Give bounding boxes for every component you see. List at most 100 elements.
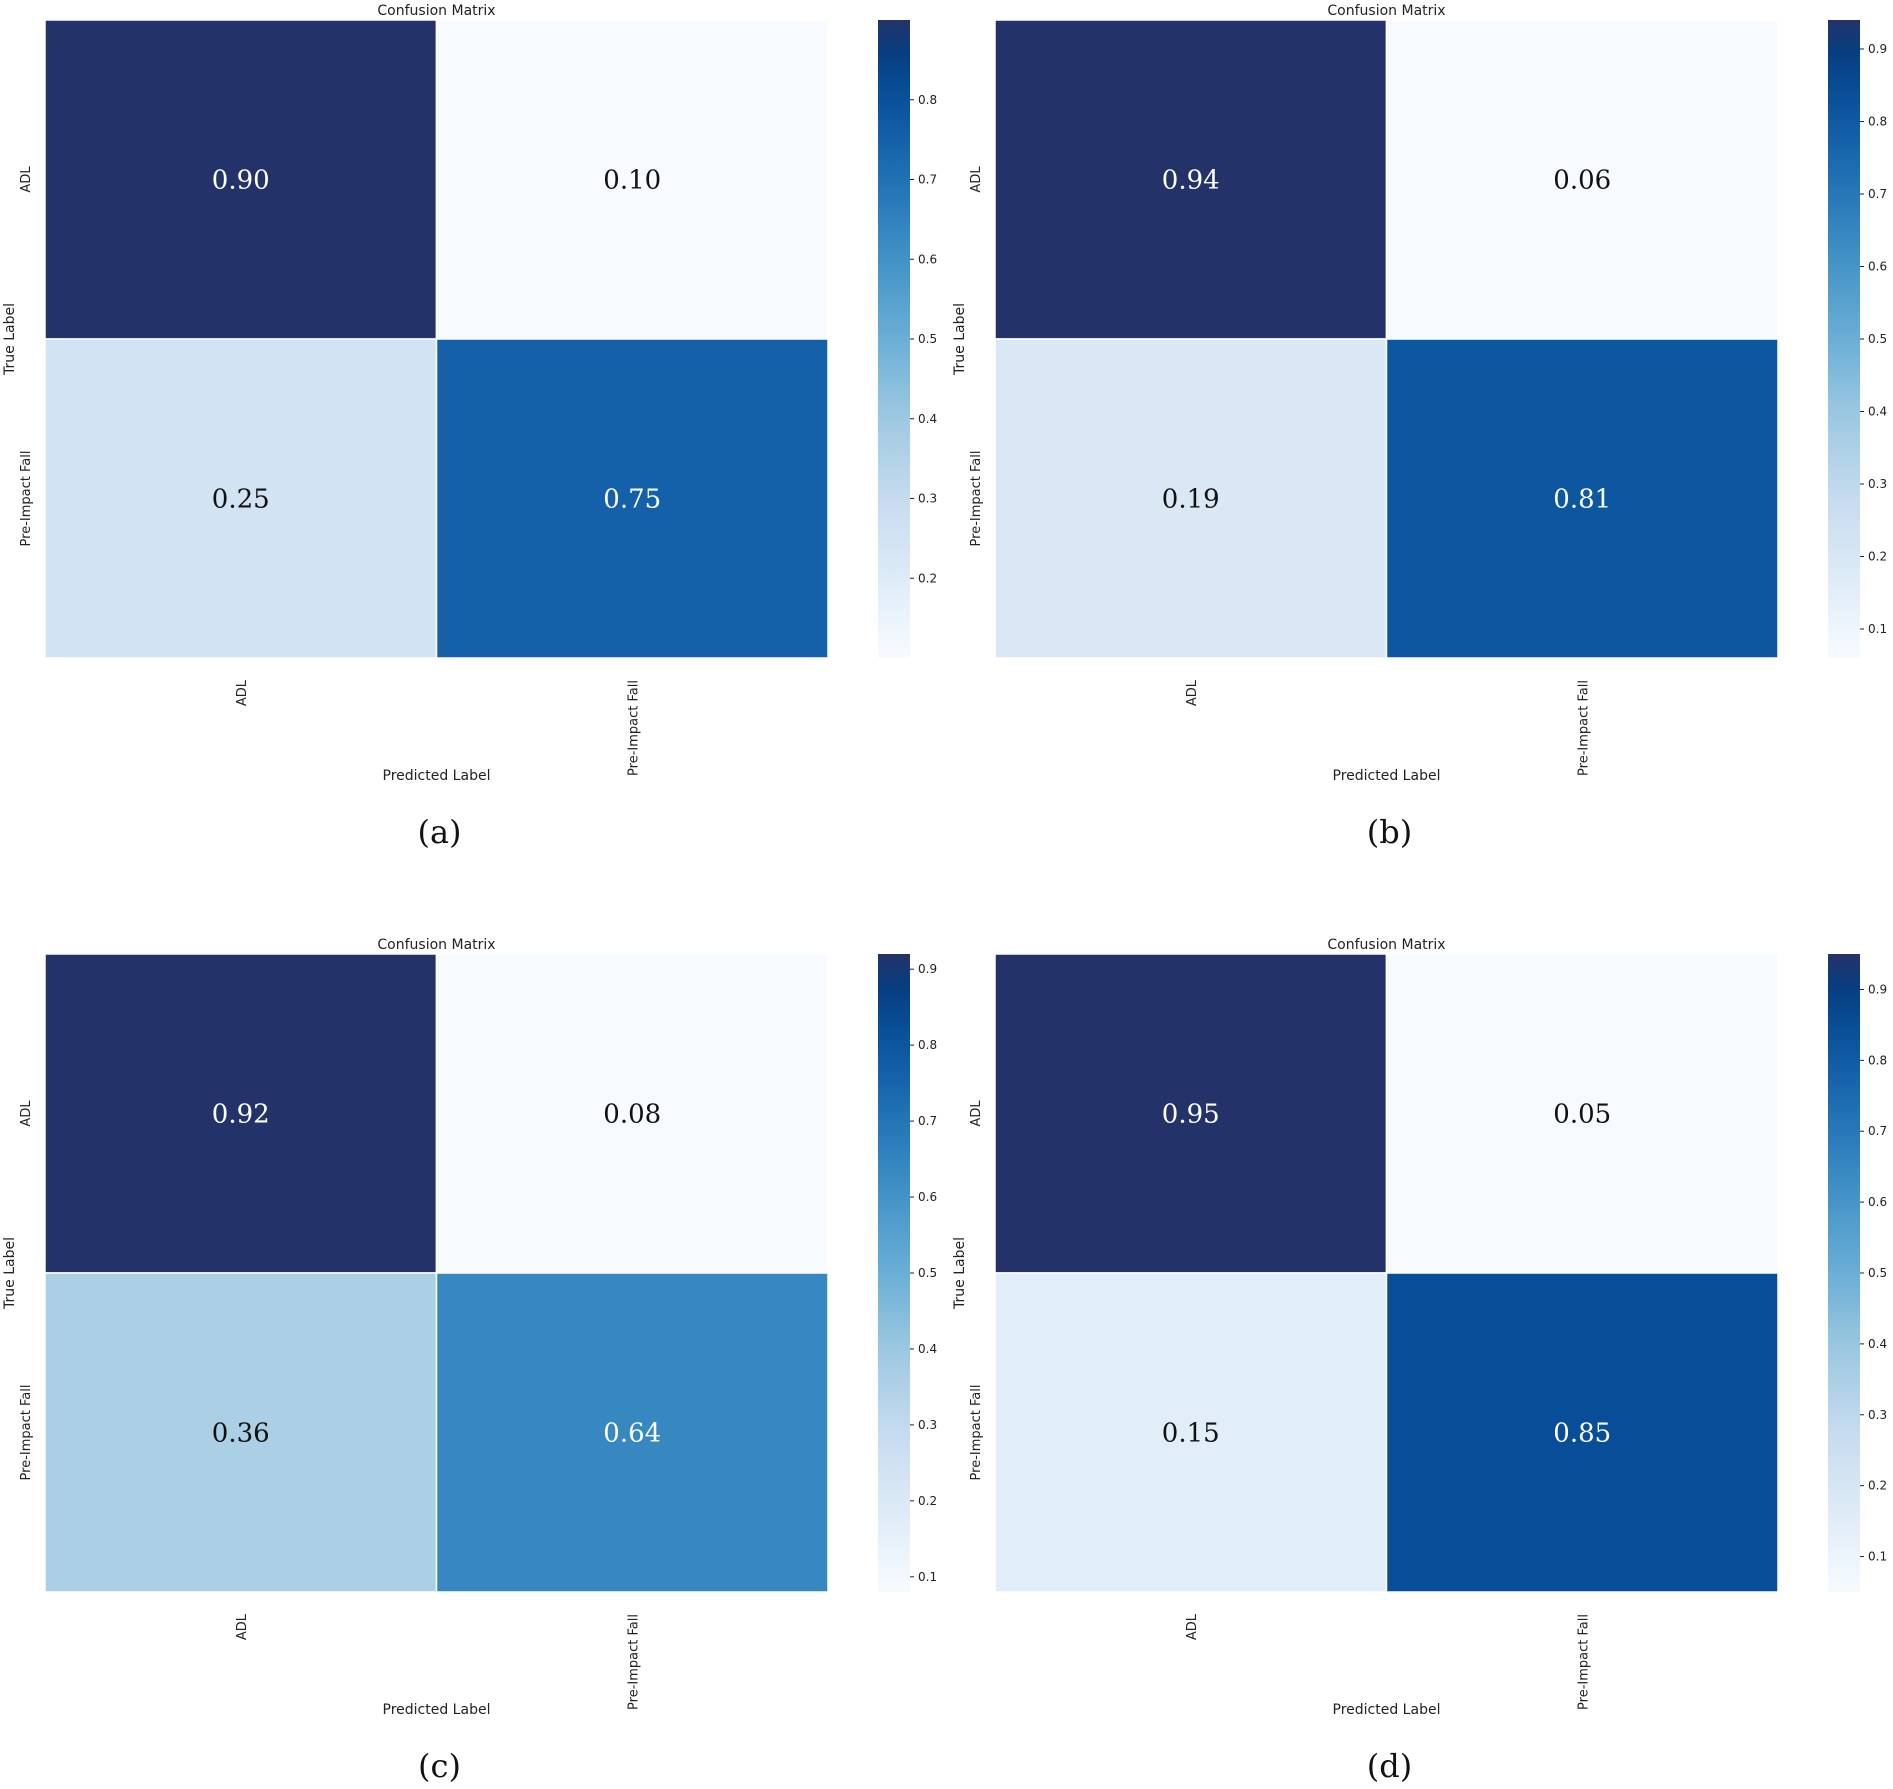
colorbar-tick-label: 0.5: [1868, 1266, 1887, 1280]
colorbar-tick-label: 0.7: [918, 1114, 937, 1128]
panel-label: (d): [1367, 1747, 1412, 1785]
cell-value-label: 0.36: [212, 1419, 270, 1449]
cell-value-label: 0.06: [1553, 166, 1611, 196]
colorbar: [1828, 954, 1860, 1592]
heatmap-cell: [435, 338, 829, 659]
x-axis-label: Predicted Label: [383, 768, 491, 784]
y-axis-label: True Label: [952, 303, 968, 376]
colorbar-tick-label: 0.5: [1868, 332, 1887, 346]
colorbar-tick-label: 0.8: [1868, 115, 1887, 129]
colorbar-tick-label: 0.6: [1868, 260, 1887, 274]
colorbar-tick-label: 0.1: [1868, 622, 1887, 636]
colorbar-tick-label: 0.5: [918, 1266, 937, 1280]
y-tick-label: Pre-Impact Fall: [19, 451, 34, 547]
colorbar-tick-label: 0.8: [1868, 1053, 1887, 1067]
y-axis-label: True Label: [952, 1237, 968, 1310]
heatmap-cell: [44, 19, 438, 340]
colorbar-tick-label: 0.9: [918, 962, 937, 976]
y-axis-label: True Label: [2, 1237, 18, 1310]
colorbar: [878, 954, 910, 1592]
heatmap-cell: [435, 1272, 829, 1593]
cell-value-label: 0.85: [1553, 1419, 1611, 1449]
chart-title: Confusion Matrix: [377, 937, 495, 953]
cell-value-label: 0.10: [603, 166, 661, 196]
colorbar-tick-label: 0.3: [1868, 1408, 1887, 1422]
colorbar-tick-label: 0.2: [1868, 1479, 1887, 1493]
heatmap-cell: [44, 338, 438, 659]
heatmap-cell: [994, 1272, 1388, 1593]
cell-value-label: 0.25: [212, 485, 270, 515]
confusion-matrix-panel-3: Confusion Matrix 0.92 0.08 0.36 0.64 ADL Pre-I…: [2, 937, 937, 1785]
colorbar-tick-label: 0.6: [1868, 1195, 1887, 1209]
panel-label: (c): [418, 1747, 461, 1785]
y-tick-label: Pre-Impact Fall: [19, 1385, 34, 1481]
heatmap-cell: [1385, 338, 1779, 659]
y-tick-label: Pre-Impact Fall: [969, 1385, 984, 1481]
chart-title: Confusion Matrix: [1327, 937, 1445, 953]
cell-value-label: 0.75: [603, 485, 661, 515]
y-tick-label: ADL: [19, 166, 34, 193]
heatmap-cell: [44, 1272, 438, 1593]
x-tick-label: ADL: [235, 1613, 250, 1640]
heatmap-cell: [44, 953, 438, 1274]
x-axis-label: Predicted Label: [1333, 768, 1441, 784]
panel-label: (a): [417, 813, 461, 851]
cell-value-label: 0.94: [1162, 166, 1220, 196]
x-axis-label: Predicted Label: [1333, 1702, 1441, 1718]
colorbar-tick-label: 0.7: [918, 173, 937, 187]
colorbar-tick-label: 0.9: [1868, 982, 1887, 996]
confusion-matrix-panel-4: Confusion Matrix 0.95 0.05 0.15 0.85 ADL Pre-I…: [952, 937, 1887, 1785]
cell-value-label: 0.05: [1553, 1100, 1611, 1130]
colorbar-tick-label: 0.4: [1868, 1337, 1887, 1351]
heatmap-cell: [1385, 19, 1779, 340]
y-tick-label: ADL: [969, 1100, 984, 1127]
heatmap-cell: [994, 338, 1388, 659]
colorbar-tick-label: 0.6: [918, 252, 937, 266]
y-tick-label: ADL: [19, 1100, 34, 1127]
colorbar: [1828, 20, 1860, 658]
chart-title: Confusion Matrix: [377, 3, 495, 19]
x-tick-label: Pre-Impact Fall: [626, 1614, 641, 1710]
panel-label: (b): [1367, 813, 1412, 851]
x-tick-label: Pre-Impact Fall: [626, 680, 641, 776]
colorbar-tick-label: 0.5: [918, 332, 937, 346]
colorbar-tick-label: 0.3: [918, 492, 937, 506]
confusion-matrix-panel-2: Confusion Matrix 0.94 0.06 0.19 0.81 ADL Pre-I…: [952, 3, 1887, 851]
heatmap-cell: [435, 19, 829, 340]
confusion-matrix-panel-1: Confusion Matrix 0.90 0.10 0.25 0.75 ADL Pre-I…: [2, 3, 937, 851]
x-axis-label: Predicted Label: [383, 1702, 491, 1718]
chart-title: Confusion Matrix: [1327, 3, 1445, 19]
colorbar: [878, 20, 910, 658]
y-tick-label: Pre-Impact Fall: [969, 451, 984, 547]
colorbar-tick-label: 0.4: [918, 412, 937, 426]
colorbar-tick-label: 0.3: [918, 1418, 937, 1432]
cell-value-label: 0.81: [1553, 485, 1611, 515]
y-tick-label: ADL: [969, 166, 984, 193]
y-axis-label: True Label: [2, 303, 18, 376]
x-tick-label: ADL: [235, 679, 250, 706]
cell-value-label: 0.90: [212, 166, 270, 196]
x-tick-label: ADL: [1185, 679, 1200, 706]
x-tick-label: Pre-Impact Fall: [1576, 1614, 1591, 1710]
colorbar-tick-label: 0.7: [1868, 1124, 1887, 1138]
colorbar-tick-label: 0.9: [1868, 42, 1887, 56]
colorbar-tick-label: 0.8: [918, 93, 937, 107]
heatmap-cell: [994, 19, 1388, 340]
colorbar-tick-label: 0.1: [1868, 1550, 1887, 1564]
heatmap-cell: [435, 953, 829, 1274]
colorbar-tick-label: 0.2: [918, 1494, 937, 1508]
x-tick-label: Pre-Impact Fall: [1576, 680, 1591, 776]
colorbar-tick-label: 0.6: [918, 1190, 937, 1204]
colorbar-tick-label: 0.7: [1868, 187, 1887, 201]
colorbar-tick-label: 0.1: [918, 1570, 937, 1584]
colorbar-tick-label: 0.4: [1868, 405, 1887, 419]
colorbar-tick-label: 0.4: [918, 1342, 937, 1356]
heatmap-cell: [1385, 953, 1779, 1274]
cell-value-label: 0.15: [1162, 1419, 1220, 1449]
colorbar-tick-label: 0.8: [918, 1038, 937, 1052]
cell-value-label: 0.64: [603, 1419, 661, 1449]
cell-value-label: 0.92: [212, 1100, 270, 1130]
heatmap-cell: [994, 953, 1388, 1274]
colorbar-tick-label: 0.3: [1868, 477, 1887, 491]
